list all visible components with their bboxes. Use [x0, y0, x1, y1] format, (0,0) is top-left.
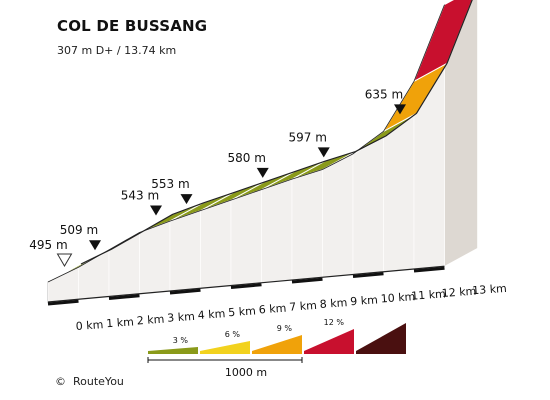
distance-scale-bar: [47, 299, 79, 306]
elevation-label: 597 m: [289, 130, 327, 144]
profile-front-wall: [322, 153, 354, 278]
legend-swatch: [252, 335, 302, 354]
profile-front-wall: [200, 199, 232, 289]
elevation-marker: [89, 240, 101, 251]
profile-front-wall: [261, 178, 293, 284]
distance-scale-bar: [291, 277, 323, 284]
elevation-label: 543 m: [121, 188, 159, 202]
x-tick-label: 10 km: [380, 290, 415, 305]
elevation-label: 495 m: [29, 238, 67, 252]
profile-front-wall: [352, 130, 384, 275]
profile-front-wall: [291, 169, 323, 281]
legend-scale-label: 1000 m: [225, 366, 267, 379]
x-tick-label: 11 km: [411, 287, 446, 302]
x-tick-label: 2 km: [136, 313, 164, 328]
x-tick-label: 9 km: [350, 293, 378, 308]
elevation-marker: [256, 167, 269, 178]
elevation-marker: [180, 194, 193, 205]
distance-scale-bar: [230, 283, 262, 289]
elevation-marker: [317, 147, 330, 158]
page-title: COL DE BUSSANG: [57, 17, 208, 35]
elevation-marker: [394, 104, 406, 115]
elevation-label: 553 m: [151, 177, 189, 191]
elevation-marker: [150, 205, 162, 216]
distance-scale-bar: [108, 294, 140, 300]
profile-front-wall: [139, 220, 171, 295]
elevation-label: 509 m: [60, 223, 98, 237]
x-tick-label: 4 km: [197, 307, 225, 322]
climb-summary: 307 m D+ / 13.74 km: [57, 44, 177, 57]
x-tick-label: 3 km: [167, 310, 195, 325]
distance-scale-bar: [169, 288, 201, 295]
legend-swatch: [304, 329, 354, 354]
profile-top-edge: [80, 0, 473, 265]
elevation-label: 580 m: [228, 151, 266, 165]
legend-label: 9 %: [277, 324, 293, 333]
start-marker: [56, 253, 73, 267]
profile-front-edge: [47, 4, 445, 283]
distance-scale-bar: [352, 272, 384, 278]
legend-label: 6 %: [225, 330, 241, 339]
profile-front-wall: [47, 266, 79, 303]
x-tick-label: 5 km: [228, 304, 256, 319]
x-tick-label: 1 km: [106, 315, 134, 330]
profile-base-line: [47, 265, 445, 303]
legend-label: 12 %: [324, 318, 345, 327]
copyright-icon: ©: [55, 375, 66, 388]
x-tick-label: 12 km: [441, 285, 476, 300]
x-tick-label: 8 km: [319, 296, 347, 311]
copyright-notice: © RouteYou: [55, 375, 124, 388]
x-tick-label: 13 km: [472, 282, 507, 297]
distance-scale-bar: [413, 266, 445, 273]
x-tick-label: 7 km: [289, 299, 317, 314]
x-tick-label: 0 km: [75, 318, 103, 333]
legend-swatch: [148, 347, 198, 354]
legend-swatch: [356, 323, 406, 354]
profile-front-wall: [230, 189, 262, 286]
legend-label: 3 %: [173, 336, 189, 345]
profile-front-wall: [169, 210, 201, 292]
elevation-label: 635 m: [365, 87, 403, 101]
legend-swatch: [200, 341, 250, 354]
x-tick-label: 6 km: [258, 302, 286, 317]
routeyou-credit: RouteYou: [73, 375, 124, 388]
